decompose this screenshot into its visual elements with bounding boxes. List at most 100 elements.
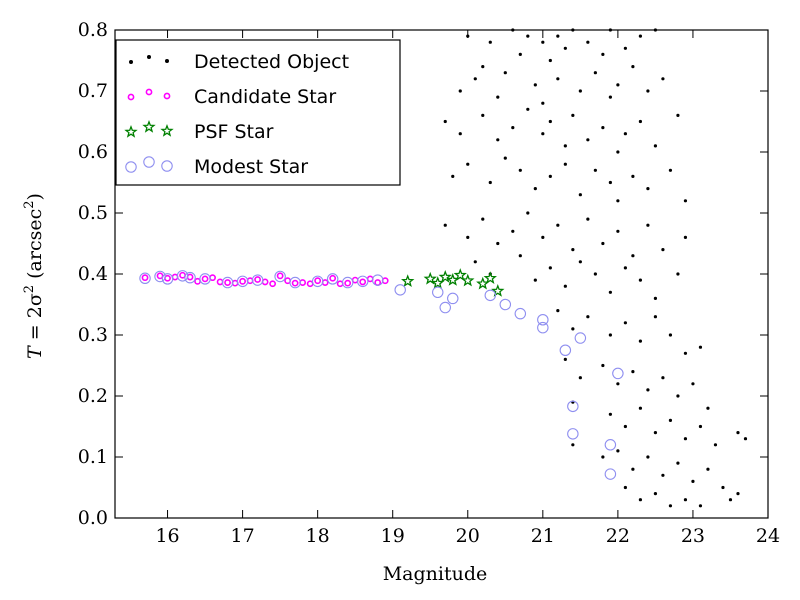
psf-point bbox=[491, 284, 505, 297]
detected-point bbox=[683, 351, 688, 355]
detected-point bbox=[608, 180, 612, 185]
detected-point bbox=[631, 65, 635, 69]
detected-point bbox=[646, 223, 650, 227]
candidate-point bbox=[314, 277, 322, 285]
detected-point bbox=[518, 168, 522, 172]
legend-marker-modest bbox=[143, 156, 155, 168]
detected-point bbox=[593, 168, 597, 172]
detected-point bbox=[646, 455, 650, 459]
plot-frame bbox=[114, 29, 769, 519]
legend-marker-detected bbox=[147, 55, 151, 59]
detected-point bbox=[676, 461, 680, 465]
detected-point bbox=[623, 485, 627, 490]
detected-point bbox=[473, 260, 477, 264]
detected-point bbox=[556, 309, 560, 313]
detected-point bbox=[721, 485, 725, 490]
y-tick-label: 0.2 bbox=[78, 385, 108, 407]
detected-point bbox=[683, 498, 688, 502]
detected-point bbox=[638, 339, 643, 343]
series-modest bbox=[139, 270, 624, 480]
detected-point bbox=[541, 40, 545, 44]
detected-point bbox=[556, 77, 560, 81]
modest-point bbox=[567, 428, 579, 440]
detected-point bbox=[586, 217, 590, 221]
modest-point bbox=[567, 400, 579, 413]
detected-point bbox=[518, 254, 522, 258]
psf-point bbox=[401, 274, 415, 288]
x-tick-label: 17 bbox=[231, 525, 255, 547]
detected-point bbox=[638, 498, 643, 502]
detected-point bbox=[638, 34, 643, 38]
legend-marker-candidate bbox=[127, 93, 135, 101]
psf-point bbox=[423, 271, 437, 285]
y-tick-label: 0.5 bbox=[78, 202, 108, 224]
candidate-point bbox=[201, 275, 209, 283]
candidate-point bbox=[329, 274, 337, 282]
y-tick-label: 0.6 bbox=[78, 141, 108, 163]
modest-point bbox=[289, 276, 301, 289]
detected-point bbox=[548, 58, 552, 63]
modest-point bbox=[199, 273, 211, 285]
legend-marker-detected bbox=[129, 60, 133, 64]
detected-point bbox=[563, 144, 567, 148]
y-tick-label: 0.8 bbox=[78, 19, 108, 41]
detected-point bbox=[556, 34, 560, 38]
modest-point bbox=[221, 276, 234, 289]
x-tick-label: 19 bbox=[381, 525, 405, 547]
modest-point bbox=[604, 468, 617, 480]
detected-point bbox=[586, 315, 590, 319]
legend-marker-detected bbox=[165, 59, 169, 63]
y-tick-label: 0.1 bbox=[78, 446, 108, 468]
detected-point bbox=[653, 315, 658, 319]
psf-point bbox=[461, 273, 475, 287]
detected-point bbox=[661, 77, 665, 81]
detected-point bbox=[458, 132, 462, 136]
detected-point bbox=[481, 113, 485, 117]
detected-point bbox=[676, 394, 680, 398]
detected-point bbox=[676, 272, 680, 276]
detected-point bbox=[541, 132, 545, 136]
detected-point bbox=[691, 479, 695, 483]
modest-point bbox=[251, 274, 264, 286]
x-tick-label: 22 bbox=[606, 525, 630, 547]
detected-point bbox=[728, 498, 733, 502]
detected-point bbox=[638, 406, 643, 410]
candidate-point bbox=[374, 279, 382, 286]
detected-point bbox=[541, 235, 545, 239]
modest-point bbox=[154, 270, 166, 283]
detected-point bbox=[691, 382, 695, 386]
detected-point bbox=[563, 284, 567, 288]
detected-point bbox=[736, 492, 740, 496]
detected-point bbox=[443, 119, 447, 124]
detected-point bbox=[563, 357, 567, 361]
x-tick-label: 20 bbox=[456, 525, 480, 547]
modest-point bbox=[559, 344, 572, 356]
candidate-point bbox=[254, 276, 262, 283]
modest-point bbox=[161, 273, 174, 285]
detected-point bbox=[713, 443, 718, 447]
modest-point bbox=[371, 274, 384, 286]
detected-point bbox=[593, 272, 597, 276]
detected-point bbox=[503, 71, 507, 75]
x-tick-label: 23 bbox=[681, 525, 705, 547]
modest-point bbox=[431, 286, 444, 299]
detected-point bbox=[608, 333, 612, 337]
detected-point bbox=[631, 174, 635, 178]
detected-point bbox=[466, 162, 470, 166]
candidate-point bbox=[359, 278, 367, 286]
detected-point bbox=[548, 174, 552, 178]
detected-point bbox=[578, 193, 582, 197]
legend-marker-candidate bbox=[163, 92, 171, 100]
detected-point bbox=[646, 89, 650, 93]
detected-point bbox=[653, 492, 658, 496]
detected-point bbox=[481, 217, 485, 221]
modest-point bbox=[499, 298, 512, 311]
legend-marker-psf bbox=[124, 124, 138, 138]
modest-point bbox=[612, 367, 624, 380]
detected-point bbox=[526, 34, 530, 38]
detected-point bbox=[653, 144, 658, 148]
x-tick-label: 16 bbox=[155, 525, 179, 547]
modest-point bbox=[326, 273, 339, 285]
modest-point bbox=[394, 284, 406, 296]
detected-point bbox=[571, 327, 575, 331]
